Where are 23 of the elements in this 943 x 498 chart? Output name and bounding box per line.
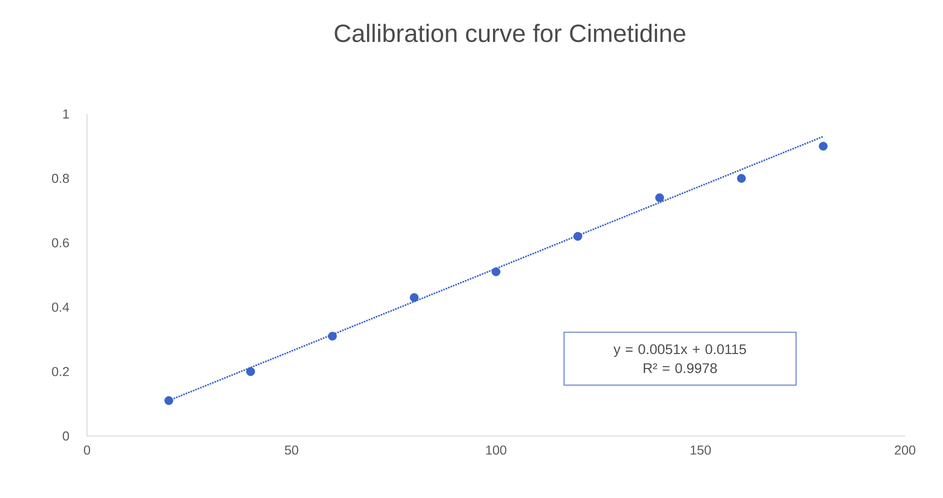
y-tick-label: 1 — [63, 110, 69, 118]
x-tick-label: 100 — [486, 446, 506, 455]
x-tick-label: 150 — [690, 446, 711, 455]
x-tick-label: 200 — [894, 446, 916, 455]
point — [818, 142, 828, 151]
y-tick-label: 0.6 — [52, 238, 69, 248]
y-tick-label: 0.2 — [52, 366, 69, 376]
y-tick-label: 0 — [62, 431, 69, 441]
x-tick-label: 0 — [84, 446, 90, 455]
y-tick-label: 0.8 — [52, 174, 69, 183]
point — [655, 193, 664, 202]
y-tick-label: 0.4 — [52, 302, 70, 312]
point — [410, 293, 419, 302]
point — [737, 174, 746, 183]
annotation: R² = 0.9978 — [644, 363, 717, 374]
chart-title: Callibration curve for Cimetidine — [334, 24, 686, 42]
annotation: y = 0.0051x + 0.0115 — [614, 344, 746, 357]
point — [492, 267, 500, 276]
point — [246, 367, 256, 376]
point — [164, 396, 174, 405]
point — [573, 232, 582, 241]
x-tick-label: 50 — [284, 446, 298, 455]
point — [328, 332, 337, 341]
